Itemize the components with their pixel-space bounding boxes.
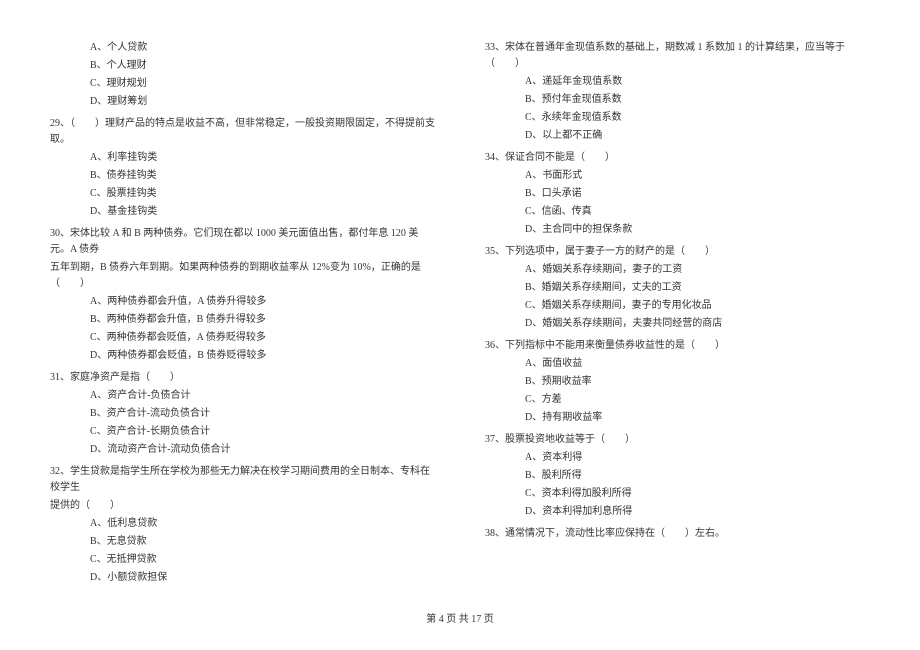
q37-text: 37、股票投资地收益等于（ ） — [485, 432, 870, 448]
q31-option-b: B、资产合计-流动负债合计 — [50, 406, 435, 422]
q30-text-line1: 30、宋体比较 A 和 B 两种债券。它们现在都以 1000 美元面值出售，都付… — [50, 226, 435, 258]
q38-text: 38、通常情况下，流动性比率应保持在（ ）左右。 — [485, 526, 870, 542]
q35-option-a: A、婚姻关系存续期间，妻子的工资 — [485, 262, 870, 278]
q29-option-d: D、基金挂钩类 — [50, 204, 435, 220]
q32-text-line2: 提供的（ ） — [50, 498, 435, 514]
q32-option-c: C、无抵押贷款 — [50, 552, 435, 568]
document-content: A、个人贷款 B、个人理财 C、理财规划 D、理财筹划 29、（ ）理财产品的特… — [0, 0, 920, 610]
q34-text: 34、保证合同不能是（ ） — [485, 150, 870, 166]
q32-text-line1: 32、学生贷款是指学生所在学校为那些无力解决在校学习期间费用的全日制本、专科在校… — [50, 464, 435, 496]
q32-option-b: B、无息贷款 — [50, 534, 435, 550]
q37-option-d: D、资本利得加利息所得 — [485, 504, 870, 520]
q35-option-d: D、婚姻关系存续期间，夫妻共同经营的商店 — [485, 316, 870, 332]
q31-option-d: D、流动资产合计-流动负债合计 — [50, 442, 435, 458]
q28-option-d: D、理财筹划 — [50, 94, 435, 110]
q36-option-d: D、持有期收益率 — [485, 410, 870, 426]
q28-option-b: B、个人理财 — [50, 58, 435, 74]
q34-option-b: B、口头承诺 — [485, 186, 870, 202]
q31-option-c: C、资产合计-长期负债合计 — [50, 424, 435, 440]
q35-option-b: B、婚姻关系存续期间，丈夫的工资 — [485, 280, 870, 296]
q29-option-b: B、债券挂钩类 — [50, 168, 435, 184]
q30-option-a: A、两种债券都会升值，A 债券升得较多 — [50, 294, 435, 310]
q33-text: 33、宋体在普通年金现值系数的基础上，期数减 1 系数加 1 的计算结果，应当等… — [485, 40, 870, 72]
q33-option-d: D、以上都不正确 — [485, 128, 870, 144]
q35-option-c: C、婚姻关系存续期间，妻子的专用化妆品 — [485, 298, 870, 314]
left-column: A、个人贷款 B、个人理财 C、理财规划 D、理财筹划 29、（ ）理财产品的特… — [50, 40, 460, 600]
q33-option-c: C、永续年金现值系数 — [485, 110, 870, 126]
q34-option-c: C、信函、传真 — [485, 204, 870, 220]
q36-text: 36、下列指标中不能用来衡量债券收益性的是（ ） — [485, 338, 870, 354]
q34-option-a: A、书面形式 — [485, 168, 870, 184]
q30-option-d: D、两种债券都会贬值，B 债券贬得较多 — [50, 348, 435, 364]
q32-option-a: A、低利息贷款 — [50, 516, 435, 532]
q31-option-a: A、资产合计-负债合计 — [50, 388, 435, 404]
q37-option-a: A、资本利得 — [485, 450, 870, 466]
q37-option-b: B、股利所得 — [485, 468, 870, 484]
q29-option-c: C、股票挂钩类 — [50, 186, 435, 202]
q33-option-b: B、预付年金现值系数 — [485, 92, 870, 108]
q30-text-line2: 五年到期，B 债券六年到期。如果两种债券的到期收益率从 12%变为 10%，正确… — [50, 260, 435, 292]
q33-option-a: A、递延年金现值系数 — [485, 74, 870, 90]
q36-option-b: B、预期收益率 — [485, 374, 870, 390]
q36-option-c: C、方差 — [485, 392, 870, 408]
q29-option-a: A、利率挂钩类 — [50, 150, 435, 166]
q35-text: 35、下列选项中，属于妻子一方的财产的是（ ） — [485, 244, 870, 260]
q30-option-b: B、两种债券都会升值，B 债券升得较多 — [50, 312, 435, 328]
q37-option-c: C、资本利得加股利所得 — [485, 486, 870, 502]
q36-option-a: A、面值收益 — [485, 356, 870, 372]
q28-option-c: C、理财规划 — [50, 76, 435, 92]
q29-text: 29、（ ）理财产品的特点是收益不高，但非常稳定，一般投资期限固定，不得提前支取… — [50, 116, 435, 148]
q28-option-a: A、个人贷款 — [50, 40, 435, 56]
q31-text: 31、家庭净资产是指（ ） — [50, 370, 435, 386]
q34-option-d: D、主合同中的担保条款 — [485, 222, 870, 238]
q30-option-c: C、两种债券都会贬值，A 债券贬得较多 — [50, 330, 435, 346]
page-footer: 第 4 页 共 17 页 — [0, 610, 920, 650]
right-column: 33、宋体在普通年金现值系数的基础上，期数减 1 系数加 1 的计算结果，应当等… — [460, 40, 870, 600]
q32-option-d: D、小额贷款担保 — [50, 570, 435, 586]
